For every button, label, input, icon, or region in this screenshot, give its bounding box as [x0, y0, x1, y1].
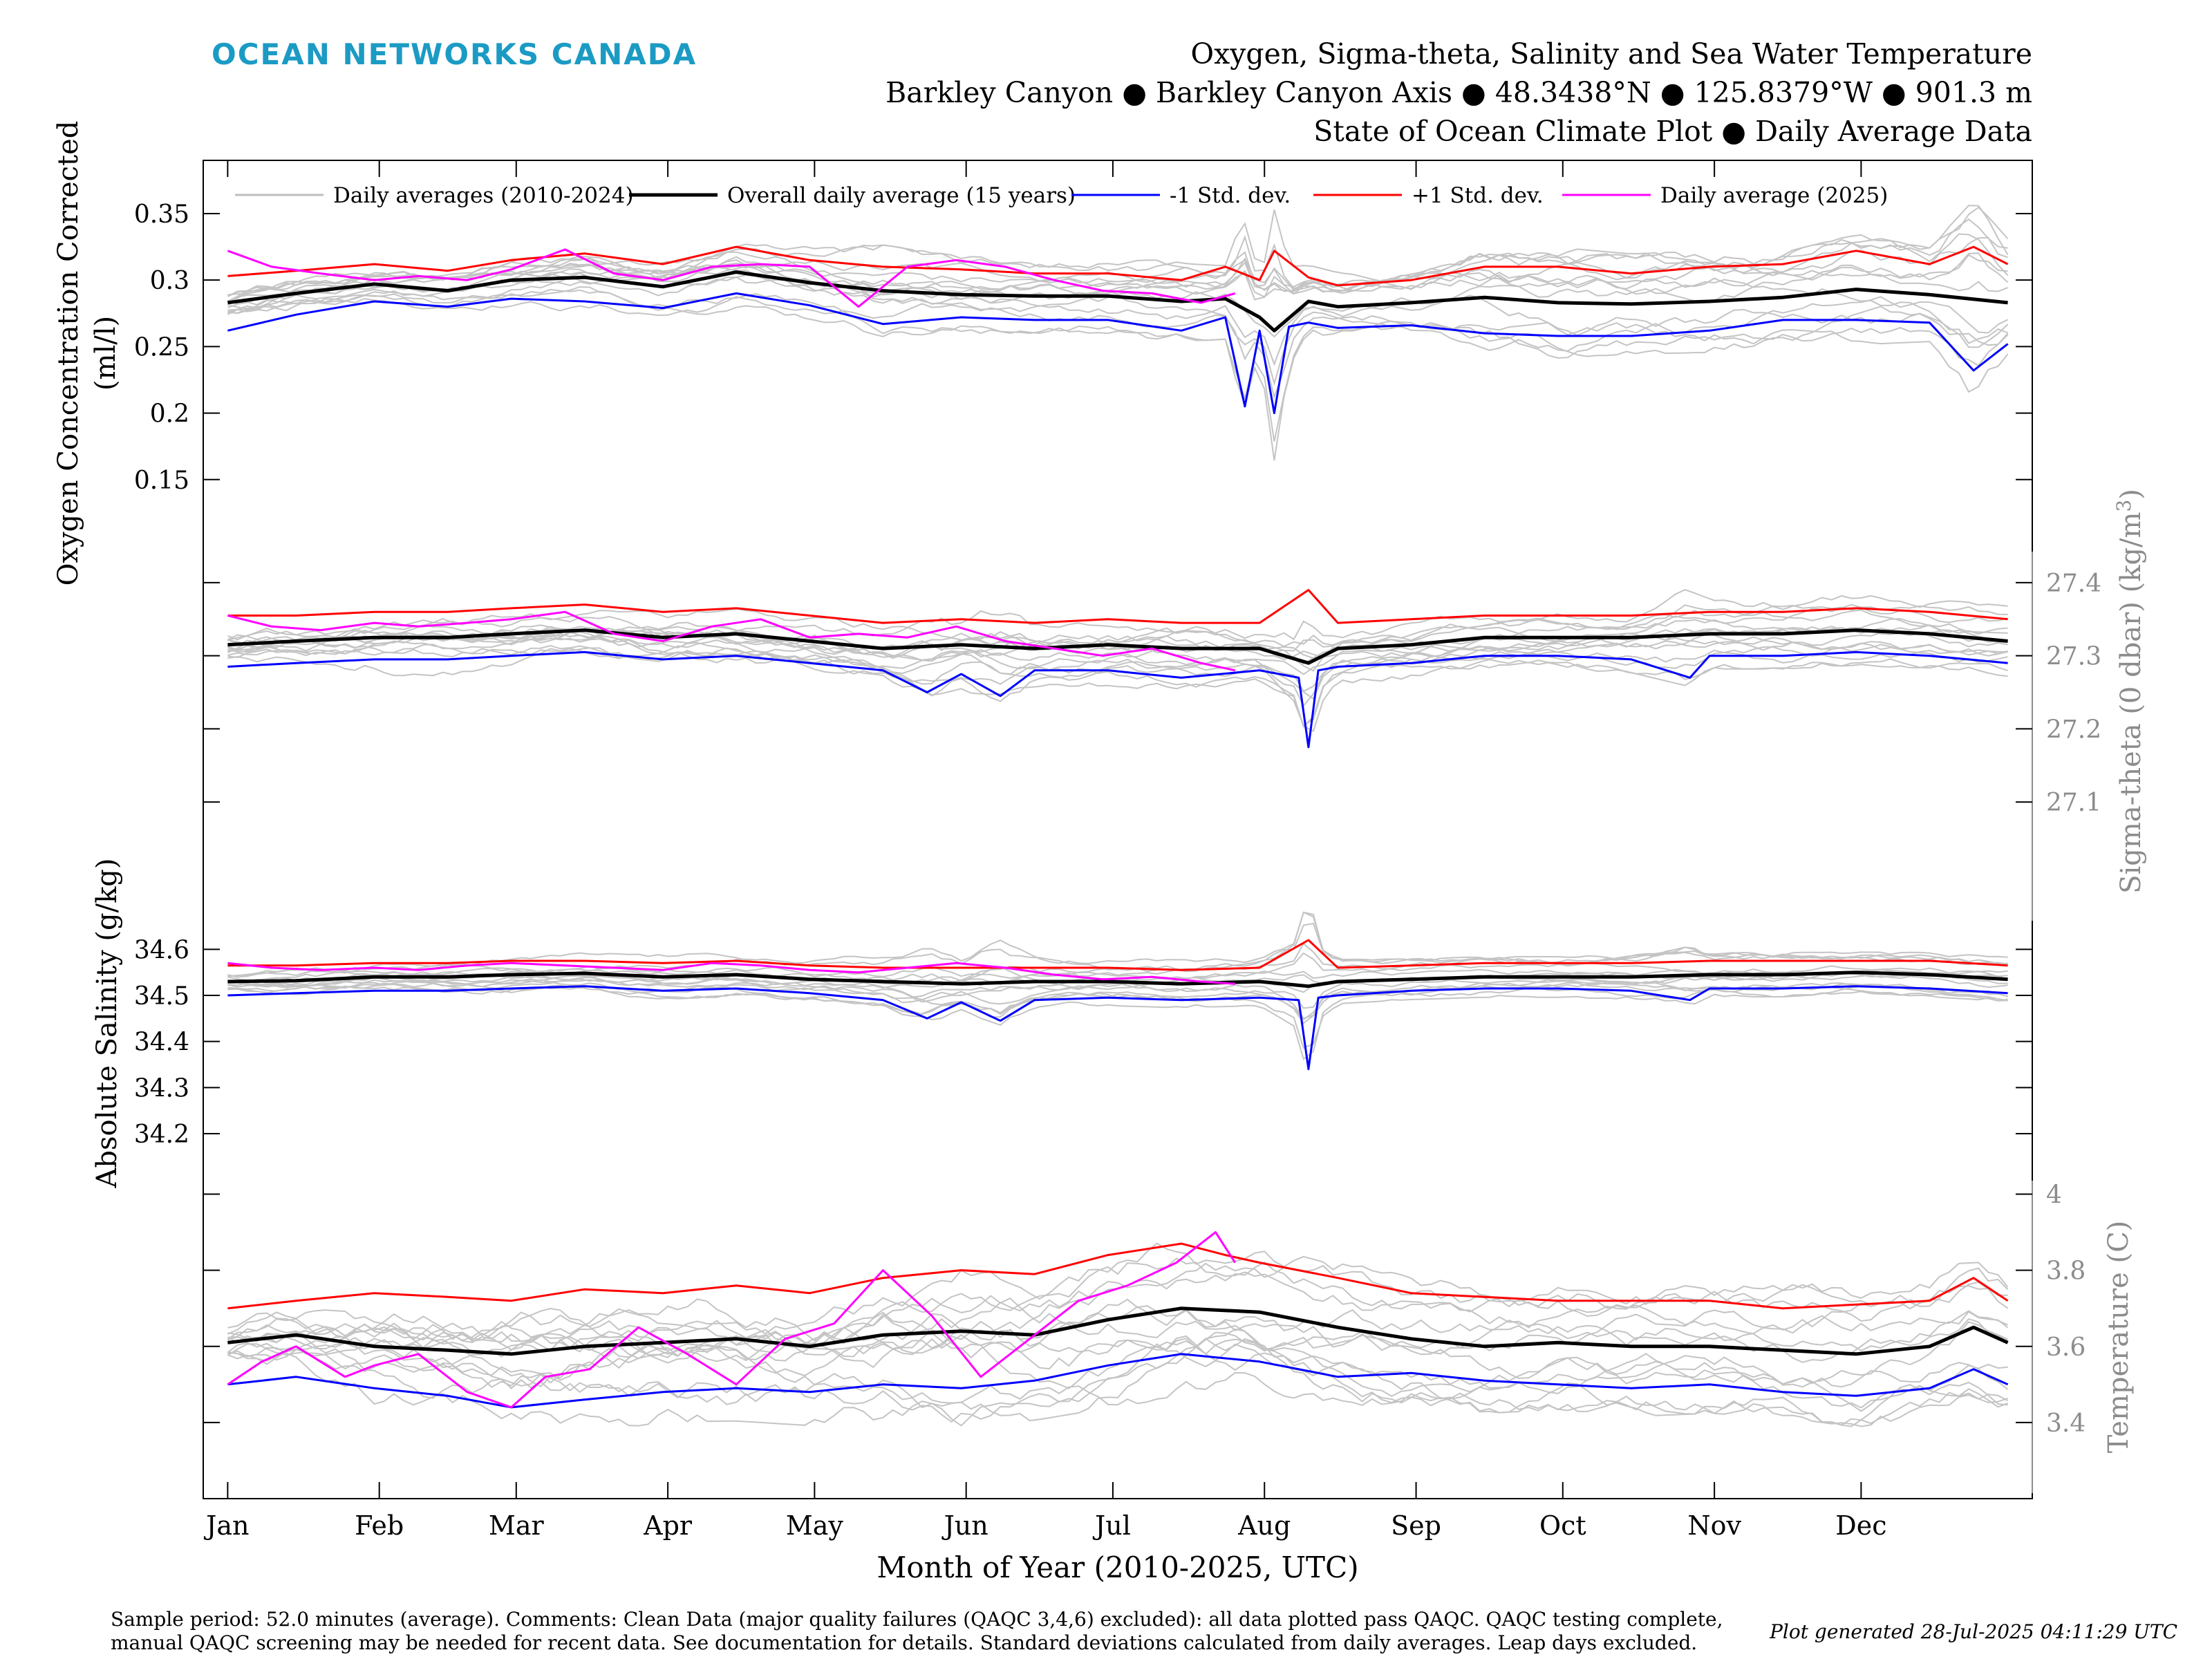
sigma-theta-y-tick-label: 27.3 [2046, 643, 2101, 671]
temperature-y-axis-label: Temperature (C) [2103, 1221, 2135, 1454]
historical-trace [227, 206, 2009, 313]
historical-trace [227, 963, 2008, 1024]
oxygen-y-tick-label: 0.2 [150, 400, 189, 429]
temperature-y-tick-label: 3.4 [2046, 1409, 2086, 1438]
salinity-series-overall-daily-average-15-years [227, 971, 2008, 988]
footer-note-line1: Sample period: 52.0 minutes (average). C… [111, 1608, 1723, 1631]
salinity-y-tick-label: 34.3 [134, 1074, 189, 1103]
legend-label: -1 Std. dev. [1170, 183, 1291, 208]
x-axis-label: Month of Year (2010-2025, UTC) [877, 1550, 1358, 1584]
brand-logo: OCEAN NETWORKS CANADA [212, 37, 697, 71]
historical-trace [227, 235, 2008, 311]
sigma-theta-series-1-std-dev [227, 650, 2008, 749]
oxygen-series-overall-daily-average-15-years [227, 270, 2008, 332]
oxygen-y-axis-label-line1: Oxygen Concentration Corrected [53, 121, 84, 586]
legend-label: +1 Std. dev. [1412, 183, 1544, 208]
chart-title: Oxygen, Sigma-theta, Salinity and Sea Wa… [1190, 37, 2032, 71]
historical-trace [227, 604, 2008, 661]
historical-trace [227, 1307, 2009, 1370]
temperature-y-tick-label: 3.6 [2046, 1333, 2086, 1362]
sigma-theta-series-1-std-dev [227, 589, 2008, 624]
temperature-series-daily-average-2025 [227, 1231, 1237, 1409]
historical-daily-averages [227, 205, 2009, 1427]
series-layer [227, 245, 2009, 1409]
oxygen-series-1-std-dev [227, 245, 2009, 287]
legend-label: Daily averages (2010-2024) [333, 183, 634, 208]
legend-label: Overall daily average (15 years) [727, 183, 1076, 208]
footer-note-line2: manual QAQC screening may be needed for … [111, 1631, 1697, 1654]
x-tick-label: Jun [941, 1510, 988, 1541]
temperature-y-tick-label: 3.8 [2046, 1257, 2086, 1286]
x-tick-label: Aug [1237, 1510, 1291, 1541]
temperature-series-1-std-dev [227, 1353, 2009, 1409]
historical-trace [227, 288, 2009, 461]
historical-trace [227, 1295, 2008, 1409]
x-tick-label: Oct [1539, 1510, 1586, 1541]
oxygen-y-tick-label: 0.35 [134, 200, 189, 229]
oxygen-series-daily-average-2025 [227, 248, 1236, 308]
temperature-series-overall-daily-average-15-years [227, 1306, 2009, 1356]
oxygen-y-tick-label: 0.25 [134, 333, 189, 362]
x-tick-label: Apr [643, 1510, 693, 1541]
sigma-theta-y-tick-label: 27.2 [2046, 715, 2101, 744]
x-tick-label: Nov [1687, 1510, 1741, 1541]
x-tick-label: Mar [489, 1510, 545, 1541]
sigma-theta-y-axis-label: Sigma-theta (0 dbar) (kg/m3) [2112, 489, 2147, 894]
historical-trace [227, 613, 2008, 707]
sigma-theta-series-daily-average-2025 [227, 610, 1236, 672]
chart-subtitle-type: State of Ocean Climate Plot ● Daily Aver… [1313, 115, 2032, 148]
x-tick-label: May [786, 1510, 844, 1541]
salinity-y-tick-label: 34.2 [134, 1121, 189, 1149]
historical-trace [227, 609, 2008, 669]
historical-trace [227, 1298, 2009, 1397]
historical-trace [227, 1257, 2008, 1399]
historical-trace [227, 631, 2008, 727]
oxygen-y-tick-label: 0.15 [134, 467, 189, 495]
historical-trace [227, 969, 2008, 1060]
chart-subtitle-location: Barkley Canyon ● Barkley Canyon Axis ● 4… [885, 76, 2032, 109]
temperature-series-1-std-dev [227, 1242, 2009, 1310]
sigma-theta-y-tick-label: 27.1 [2046, 789, 2101, 817]
historical-trace [227, 1242, 2009, 1353]
oxygen-series-1-std-dev [227, 292, 2009, 415]
salinity-series-daily-average-2025 [227, 962, 1235, 985]
axes-layer: 0.15 0.2 0.25 0.3 0.35 Oxygen Concentration C… [53, 121, 2147, 1541]
x-tick-label: Feb [355, 1510, 404, 1541]
historical-trace [227, 294, 2009, 400]
sigma-theta-y-tick-label: 27.4 [2046, 570, 2101, 598]
historical-trace [227, 1343, 2009, 1422]
oxygen-y-axis-label-line2: (ml/l) [90, 316, 122, 391]
salinity-y-tick-label: 34.4 [134, 1029, 189, 1057]
x-tick-label: Dec [1835, 1510, 1886, 1541]
sigma-theta-series-overall-daily-average-15-years [227, 628, 2008, 665]
historical-trace [227, 922, 2008, 988]
salinity-series-1-std-dev [227, 985, 2008, 1071]
x-tick-label: Jan [203, 1510, 249, 1541]
legend: Daily averages (2010-2024) Overall daily … [235, 183, 1888, 208]
salinity-y-axis-label: Absolute Salinity (g/kg) [91, 858, 123, 1188]
salinity-series-1-std-dev [227, 939, 2008, 971]
salinity-y-tick-label: 34.5 [134, 982, 189, 1011]
historical-trace [227, 608, 2008, 700]
historical-trace [227, 911, 2008, 982]
x-tick-label: Sep [1391, 1510, 1441, 1541]
historical-trace [227, 286, 2009, 442]
historical-trace [227, 911, 2008, 977]
historical-trace [227, 631, 2008, 733]
salinity-y-tick-label: 34.6 [134, 936, 189, 964]
x-tick-label: Jul [1092, 1510, 1131, 1541]
oxygen-y-tick-label: 0.3 [150, 267, 189, 295]
historical-trace [227, 1298, 2008, 1363]
historical-trace [227, 632, 2008, 693]
historical-trace [227, 1327, 2009, 1427]
generated-timestamp: Plot generated 28-Jul-2025 04:11:29 UTC [1769, 1620, 2177, 1643]
temperature-y-tick-label: 4 [2046, 1181, 2062, 1210]
historical-trace [227, 624, 2008, 675]
legend-label: Daily average (2025) [1660, 183, 1888, 208]
